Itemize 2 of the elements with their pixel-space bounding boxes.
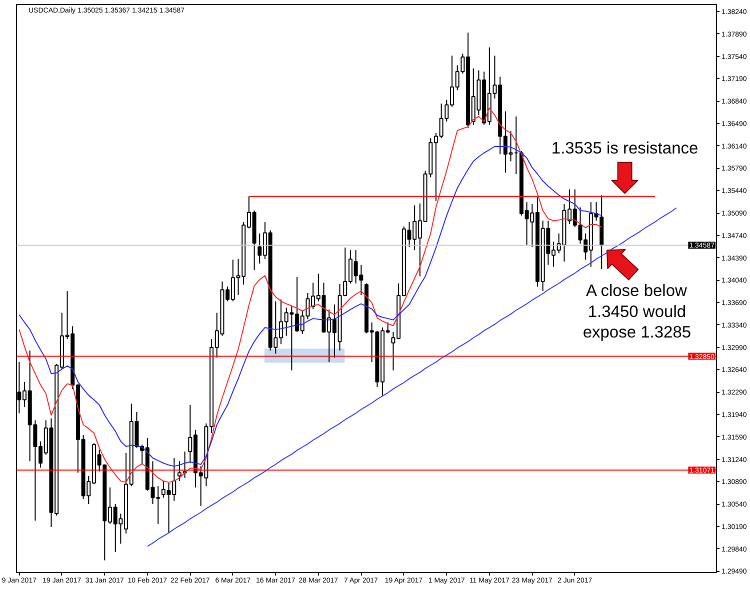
- annotation: A close below 1.3450 would expose 1.3285: [582, 282, 692, 342]
- annotation: 1.3535 is resistance: [551, 139, 698, 158]
